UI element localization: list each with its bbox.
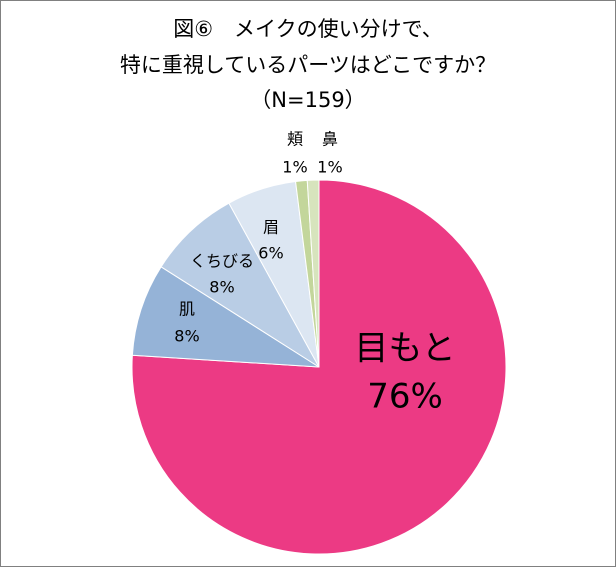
value-label: 1% bbox=[282, 158, 307, 177]
slice-label: 眉 bbox=[263, 218, 279, 237]
slice-label: 鼻 bbox=[322, 130, 338, 149]
value-label: 6% bbox=[258, 244, 283, 263]
value-label: 1% bbox=[317, 158, 342, 177]
chart-subtitle: （N=159） bbox=[250, 88, 365, 112]
value-label: 8% bbox=[209, 278, 234, 297]
pie-slice bbox=[160, 202, 320, 368]
chart-title: 特に重視しているパーツはどこですか？ bbox=[120, 53, 496, 77]
value-label: 8% bbox=[174, 327, 199, 346]
slice-label: くちびる bbox=[190, 252, 254, 271]
slice-label: 肌 bbox=[179, 300, 195, 319]
pie-slice bbox=[131, 266, 320, 368]
pie-slice bbox=[306, 179, 320, 368]
slice-label: 頬 bbox=[287, 130, 303, 149]
value-label: 76% bbox=[367, 377, 443, 417]
chart-title: 図⑥ メイクの使い分けで、 bbox=[173, 17, 443, 41]
slice-label: 目もと bbox=[354, 329, 455, 369]
